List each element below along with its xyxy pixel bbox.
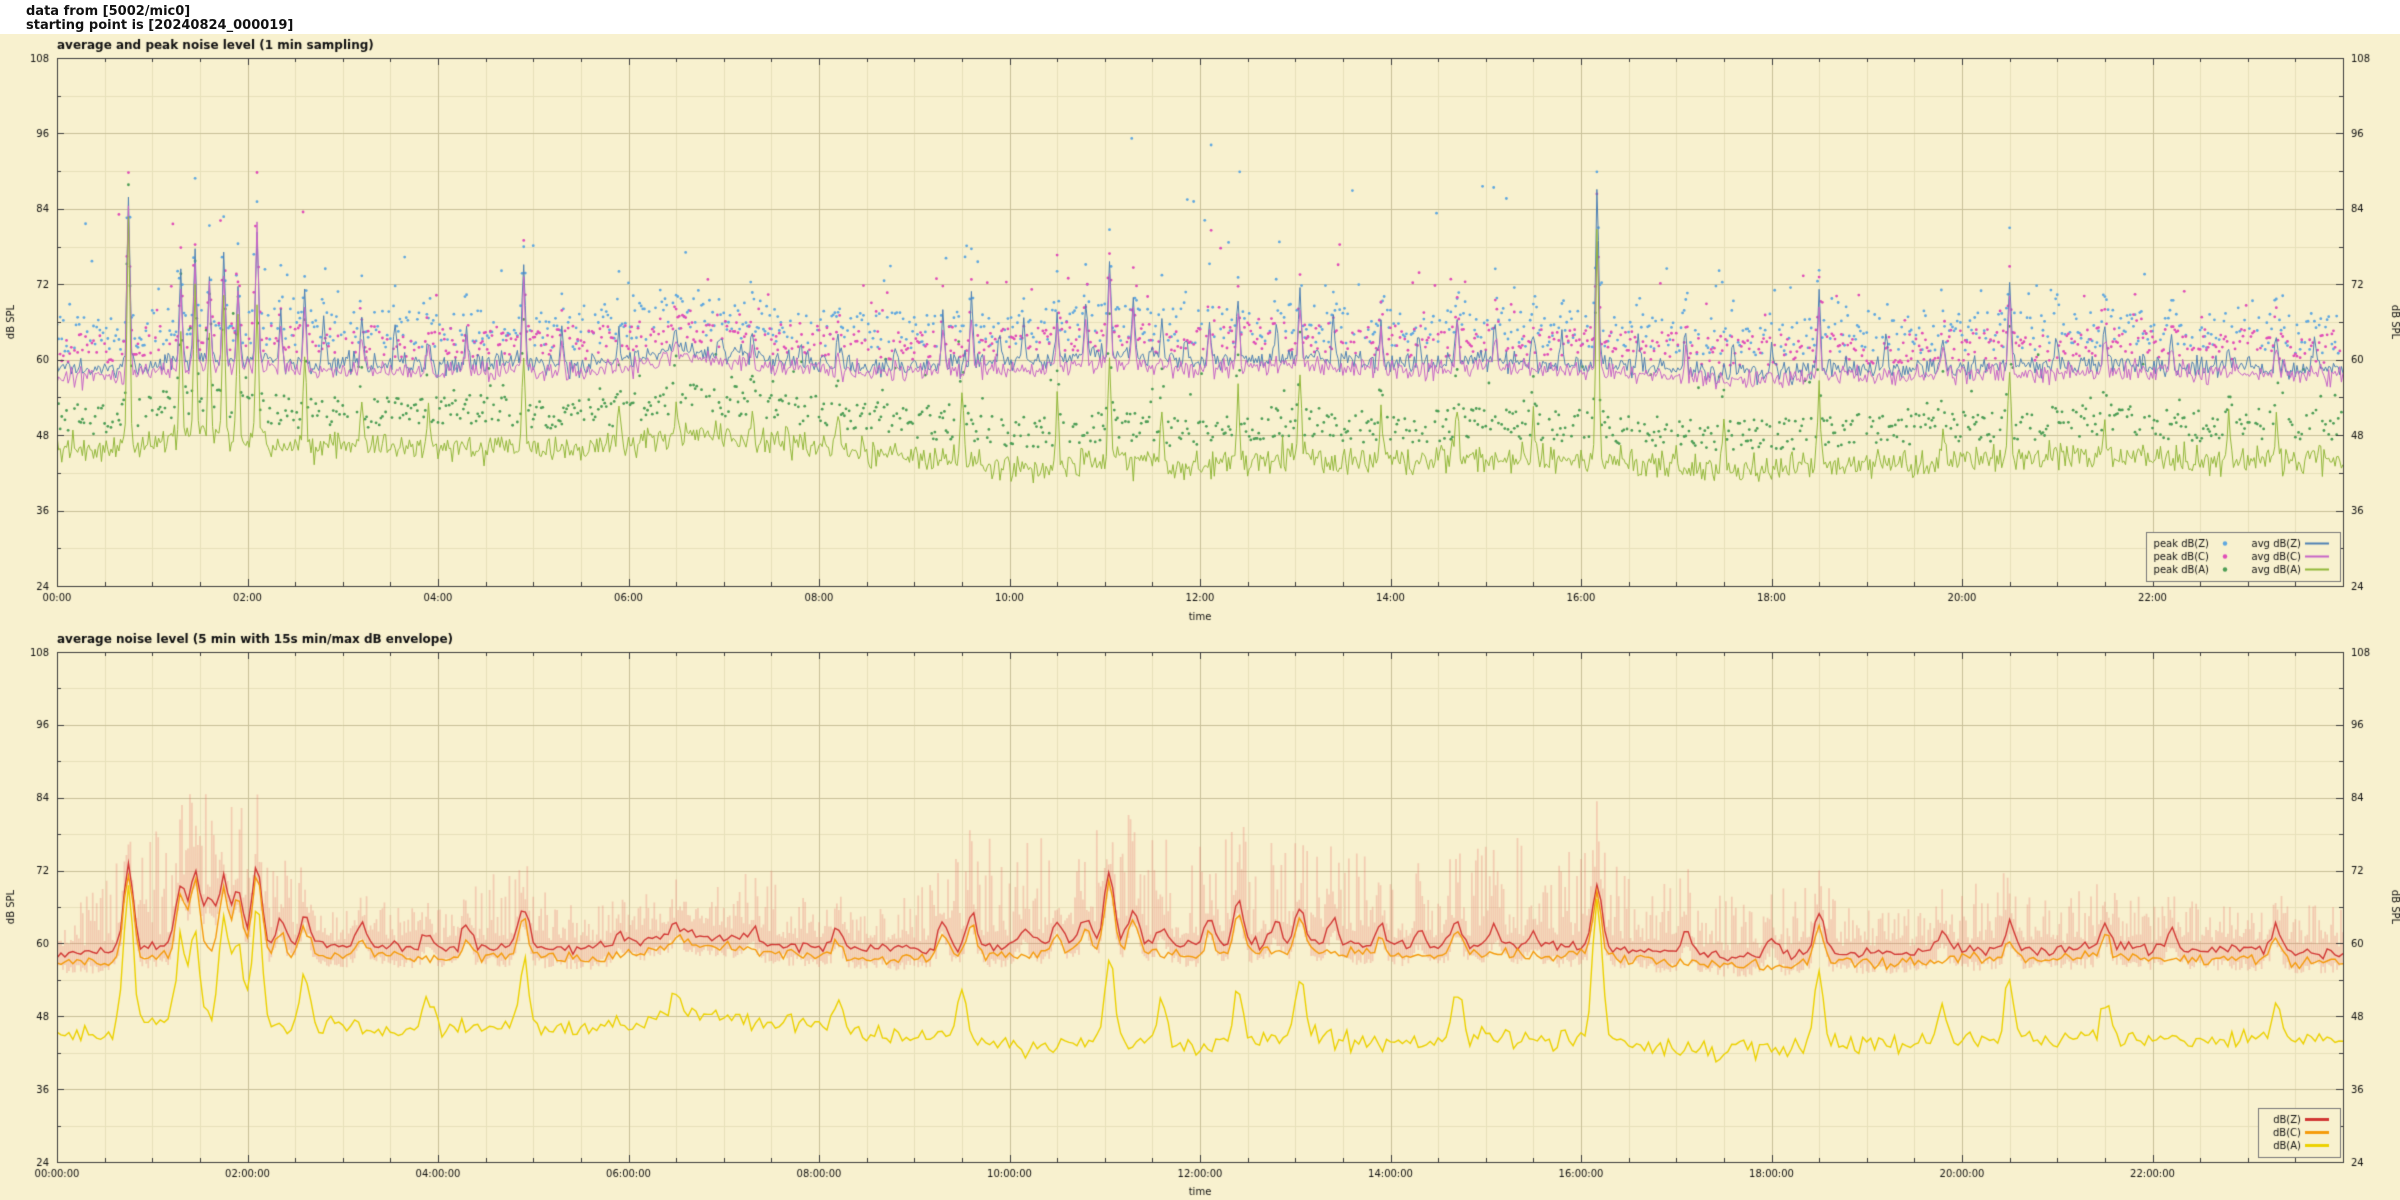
avg-noise-envelope-figure [0, 630, 2400, 1200]
avg-noise-envelope-canvas [0, 630, 2400, 1200]
start-time-line: starting point is [20240824_000019] [26, 18, 294, 33]
avg-peak-noise-figure [0, 34, 2400, 630]
data-source-line: data from [5002/mic0] [26, 4, 191, 19]
avg-peak-noise-canvas [0, 34, 2400, 630]
report-header: data from [5002/mic0] starting point is … [0, 0, 2400, 34]
